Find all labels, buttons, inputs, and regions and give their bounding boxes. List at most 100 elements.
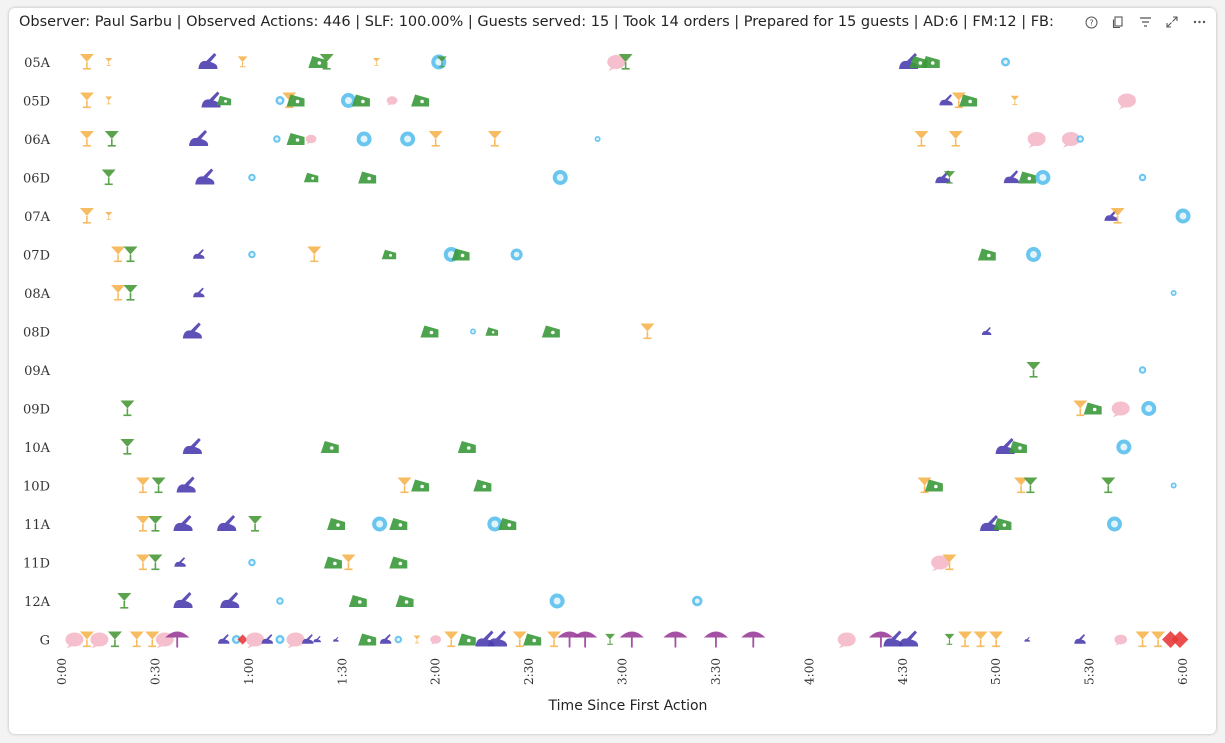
action-point[interactable] <box>552 170 568 185</box>
action-point[interactable] <box>151 477 166 494</box>
action-point[interactable] <box>120 439 135 455</box>
action-point[interactable] <box>549 593 565 609</box>
action-point[interactable] <box>951 92 966 109</box>
action-point[interactable] <box>129 631 144 648</box>
copy-icon[interactable] <box>1109 13 1127 31</box>
action-point[interactable] <box>413 635 421 644</box>
action-point[interactable] <box>663 631 688 648</box>
action-point[interactable] <box>703 631 728 648</box>
action-point[interactable] <box>428 131 443 147</box>
action-point[interactable] <box>286 133 305 145</box>
action-point[interactable] <box>193 249 205 259</box>
action-point[interactable] <box>1026 247 1042 262</box>
action-point[interactable] <box>101 169 116 186</box>
action-point[interactable] <box>1083 402 1102 415</box>
action-point[interactable] <box>470 328 477 335</box>
action-point[interactable] <box>1035 170 1051 185</box>
action-point[interactable] <box>605 633 615 645</box>
action-point[interactable] <box>1024 636 1031 642</box>
action-point[interactable] <box>1076 135 1084 143</box>
action-point[interactable] <box>868 631 893 648</box>
action-point[interactable] <box>1014 477 1029 494</box>
action-point[interactable] <box>1026 362 1041 378</box>
action-point[interactable] <box>510 248 523 261</box>
action-point[interactable] <box>989 631 1004 648</box>
action-point[interactable] <box>305 134 317 145</box>
action-point[interactable] <box>1104 209 1118 221</box>
action-point[interactable] <box>273 135 281 143</box>
action-point[interactable] <box>198 53 218 69</box>
action-point[interactable] <box>117 593 132 609</box>
action-point[interactable] <box>217 515 237 531</box>
action-point[interactable] <box>1170 290 1177 296</box>
action-point[interactable] <box>319 54 334 70</box>
action-point[interactable] <box>286 94 305 107</box>
action-point[interactable] <box>195 168 215 185</box>
action-point[interactable] <box>90 632 109 649</box>
action-point[interactable] <box>444 631 459 648</box>
action-point[interactable] <box>931 555 950 572</box>
action-point[interactable] <box>924 479 943 492</box>
action-point[interactable] <box>261 634 273 644</box>
action-point[interactable] <box>135 516 150 532</box>
action-point[interactable] <box>942 554 957 571</box>
action-point[interactable] <box>275 635 285 644</box>
action-point[interactable] <box>381 249 397 260</box>
action-point[interactable] <box>327 518 346 530</box>
action-point[interactable] <box>411 94 430 107</box>
action-point[interactable] <box>105 212 113 220</box>
action-point[interactable] <box>246 632 265 649</box>
action-point[interactable] <box>389 556 408 569</box>
action-point[interactable] <box>977 248 996 261</box>
action-point[interactable] <box>1151 631 1166 648</box>
action-point[interactable] <box>303 172 319 183</box>
action-point[interactable] <box>397 477 412 494</box>
action-point[interactable] <box>148 516 163 532</box>
action-point[interactable] <box>691 595 703 607</box>
action-point[interactable] <box>573 631 598 648</box>
more-icon[interactable] <box>1190 13 1208 31</box>
action-point[interactable] <box>594 136 601 142</box>
action-point[interactable] <box>436 56 447 68</box>
action-point[interactable] <box>341 554 356 571</box>
action-point[interactable] <box>1073 400 1088 417</box>
action-point[interactable] <box>883 630 903 647</box>
action-point[interactable] <box>79 54 94 70</box>
action-point[interactable] <box>1074 634 1086 644</box>
action-point[interactable] <box>979 515 1000 531</box>
action-point[interactable] <box>1023 477 1038 494</box>
action-point[interactable] <box>395 595 414 607</box>
action-point[interactable] <box>546 631 561 648</box>
action-point[interactable] <box>1027 132 1046 148</box>
action-point[interactable] <box>1138 366 1147 374</box>
action-point[interactable] <box>973 631 988 648</box>
action-point[interactable] <box>1175 208 1191 224</box>
action-point[interactable] <box>348 595 367 607</box>
action-point[interactable] <box>79 208 94 224</box>
action-point[interactable] <box>135 554 150 571</box>
action-point[interactable] <box>1170 482 1177 489</box>
action-point[interactable] <box>457 441 476 453</box>
action-point[interactable] <box>618 54 633 70</box>
action-point[interactable] <box>201 91 221 108</box>
action-point[interactable] <box>372 516 388 532</box>
action-point[interactable] <box>231 635 241 644</box>
action-point[interactable] <box>145 631 160 648</box>
action-point[interactable] <box>1117 93 1136 110</box>
action-point[interactable] <box>65 632 84 649</box>
action-point[interactable] <box>313 635 321 643</box>
action-point[interactable] <box>958 631 973 648</box>
action-point[interactable] <box>173 592 193 608</box>
action-point[interactable] <box>1171 631 1189 648</box>
action-point[interactable] <box>512 631 527 648</box>
action-point[interactable] <box>248 516 263 532</box>
action-point[interactable] <box>123 246 138 263</box>
action-point[interactable] <box>340 93 356 108</box>
action-point[interactable] <box>333 636 339 642</box>
action-point[interactable] <box>176 476 196 493</box>
action-point[interactable] <box>105 96 113 105</box>
action-point[interactable] <box>79 131 94 147</box>
action-point[interactable] <box>921 56 940 68</box>
action-point[interactable] <box>386 96 398 106</box>
action-point[interactable] <box>111 285 126 301</box>
